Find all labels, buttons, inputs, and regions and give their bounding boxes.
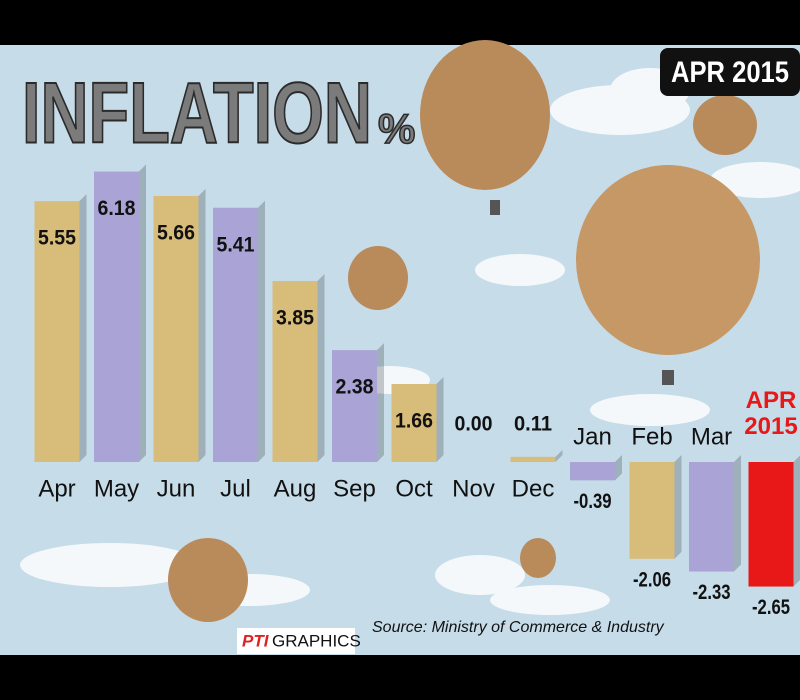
bar [213, 207, 258, 462]
bar-side [436, 376, 444, 462]
bar [153, 195, 199, 463]
x-tick-label: May [94, 475, 139, 502]
bar-side [793, 455, 800, 587]
value-label: 0.00 [455, 413, 493, 436]
x-tick-label: Oct [395, 475, 433, 502]
value-label: 5.55 [38, 227, 76, 250]
x-tick-label: Jul [220, 475, 251, 502]
x-tick-label: Jun [157, 475, 196, 502]
bar-side [258, 200, 265, 463]
bar [510, 456, 556, 462]
x-tick-label: Nov [452, 475, 495, 502]
value-label: -2.33 [693, 581, 731, 604]
source: Source: Ministry of Commerce & Industry [372, 619, 665, 636]
x-tick-label: APR 2015 [744, 387, 798, 440]
brand-text: GRAPHICS [272, 631, 361, 650]
value-label: 5.41 [217, 233, 255, 256]
bar [332, 350, 377, 462]
brand-logo: PTI [242, 631, 270, 650]
bar-side [317, 274, 325, 462]
bar [272, 281, 318, 462]
value-label: 6.18 [98, 197, 136, 220]
value-label: -0.39 [574, 490, 612, 513]
value-label: 3.85 [276, 307, 314, 330]
title-suffix: % [378, 105, 415, 152]
bar-side [377, 343, 384, 462]
bar-side [674, 455, 682, 559]
x-tick-label: Feb [631, 423, 672, 450]
brand-box [237, 628, 355, 654]
x-tick-label: Dec [512, 475, 555, 502]
value-label: -2.65 [752, 596, 790, 619]
badge: APR 2015 [671, 56, 789, 89]
bar-side [79, 194, 87, 462]
bar-side [734, 455, 741, 572]
value-label: 2.38 [336, 376, 374, 399]
value-label: -2.06 [633, 568, 671, 591]
bar [94, 171, 139, 463]
bar [34, 201, 80, 462]
value-label: 1.66 [395, 410, 433, 433]
value-label: 0.11 [514, 413, 552, 436]
x-tick-label: Aug [274, 475, 317, 502]
bar [391, 383, 437, 462]
bar [689, 462, 734, 572]
value-label: 5.66 [157, 222, 195, 245]
bar [570, 462, 615, 481]
x-tick-label: Sep [333, 475, 376, 502]
badge-box [660, 48, 800, 96]
bar [629, 462, 675, 559]
bar [748, 462, 794, 587]
x-tick-label: Apr [38, 475, 75, 502]
balloons [168, 40, 760, 622]
bar-side [198, 188, 206, 463]
bar-side [139, 164, 146, 463]
title: INFLATION [22, 66, 372, 162]
bar-side [615, 455, 622, 481]
x-tick-label: Mar [691, 423, 732, 450]
bar-side [555, 449, 563, 462]
x-tick-label: Jan [573, 423, 612, 450]
